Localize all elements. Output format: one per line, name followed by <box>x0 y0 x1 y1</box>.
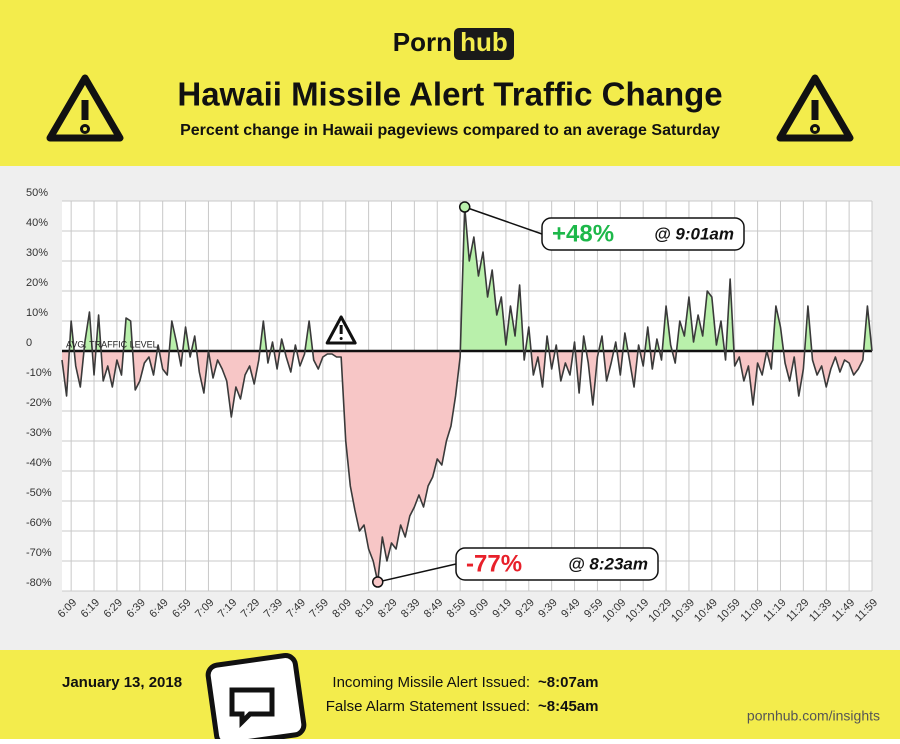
y-tick-label: 20% <box>26 277 48 289</box>
callout-leader <box>377 563 457 583</box>
y-tick-label: -50% <box>26 487 52 499</box>
y-tick-label: -60% <box>26 517 52 529</box>
y-tick-label: 0 <box>26 337 32 349</box>
footer-band <box>0 650 900 739</box>
chart-title: Hawaii Missile Alert Traffic Change <box>177 76 722 113</box>
alert-dot <box>339 337 343 340</box>
y-tick-label: -30% <box>26 427 52 439</box>
event-label: False Alarm Statement Issued: <box>326 698 530 715</box>
y-tick-label: -40% <box>26 457 52 469</box>
callout-box <box>541 217 745 251</box>
alert-icon <box>325 315 357 345</box>
callout-box <box>455 547 659 581</box>
peak-marker <box>458 201 471 213</box>
phone-icon <box>205 653 307 744</box>
area-positive <box>62 207 872 351</box>
callout-time: @ 8:23am <box>568 554 648 573</box>
event-label: Incoming Missile Alert Issued: <box>332 674 530 691</box>
y-tick-label: -20% <box>26 397 52 409</box>
y-tick-label: 10% <box>26 307 48 319</box>
callout-leader <box>464 206 543 235</box>
event-time: ~8:07am <box>538 674 598 691</box>
y-tick-label: 40% <box>26 217 48 229</box>
y-tick-label: 30% <box>26 247 48 259</box>
warning-icon <box>46 74 124 142</box>
logo-part: Porn <box>393 27 452 57</box>
date: January 13, 2018 <box>62 674 182 691</box>
y-tick-label: -70% <box>26 547 52 559</box>
logo-part: hub <box>460 27 508 57</box>
y-tick-label: 50% <box>26 187 48 199</box>
peak-marker <box>372 576 384 588</box>
logo-box <box>454 28 514 60</box>
header-band <box>0 0 900 166</box>
callout-value: -77% <box>466 550 522 577</box>
line <box>61 206 873 583</box>
chart-subtitle: Percent change in Hawaii pageviews compa… <box>180 122 720 139</box>
baseline-label: AVG. TRAFFIC LEVEL <box>66 339 158 349</box>
event-time: ~8:45am <box>538 698 598 715</box>
source-url: pornhub.com/insights <box>747 708 880 724</box>
callout-value: +48% <box>552 220 614 247</box>
y-tick-label: -80% <box>26 577 52 589</box>
callout-time: @ 9:01am <box>654 224 734 243</box>
warning-icon <box>776 74 854 142</box>
y-tick-label: -10% <box>26 367 52 379</box>
